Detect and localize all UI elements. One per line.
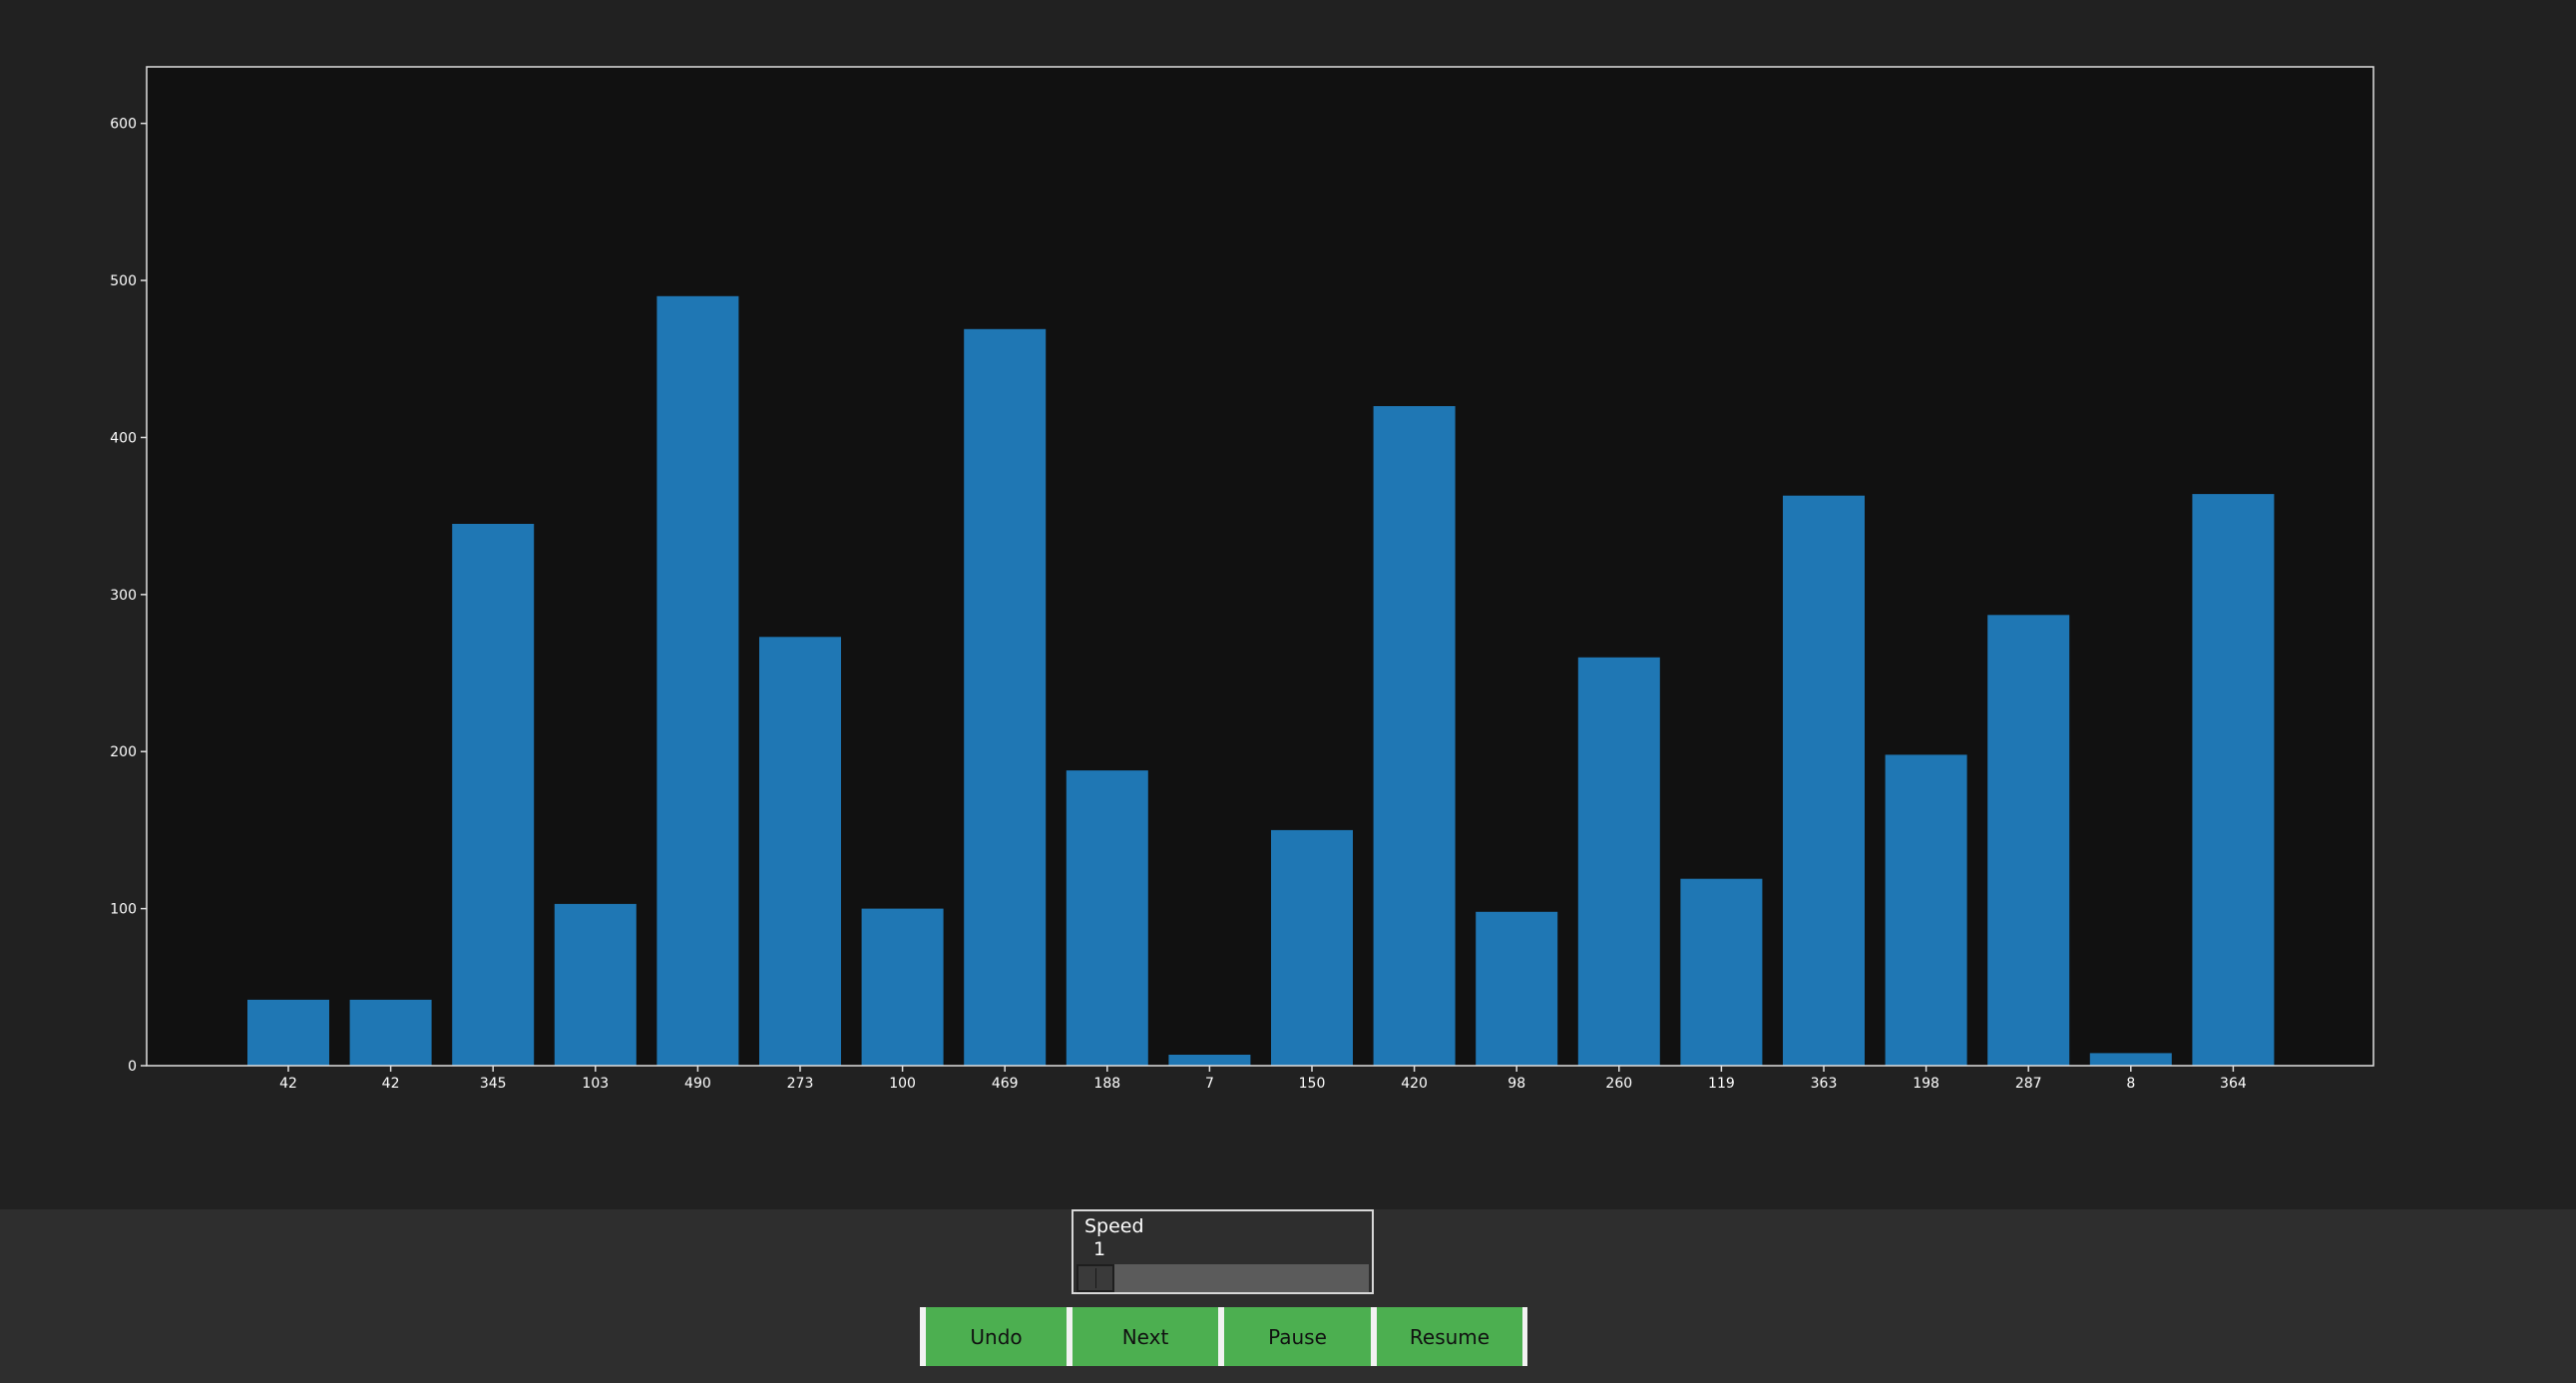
bar — [1271, 829, 1353, 1066]
bar — [2089, 1053, 2172, 1066]
resume-button[interactable]: Resume — [1371, 1307, 1522, 1366]
x-tick-label: 100 — [889, 1076, 916, 1092]
x-tick-label: 188 — [1093, 1076, 1120, 1092]
undo-button[interactable]: Undo — [920, 1307, 1067, 1366]
y-tick-label: 400 — [110, 430, 137, 446]
x-tick-label: 119 — [1708, 1076, 1735, 1092]
x-tick-label: 469 — [992, 1076, 1019, 1092]
y-tick-label: 500 — [110, 273, 137, 289]
x-tick-label: 363 — [1811, 1076, 1838, 1092]
x-tick-label: 198 — [1913, 1076, 1939, 1092]
x-tick-label: 8 — [2126, 1076, 2135, 1092]
x-tick-label: 490 — [684, 1076, 711, 1092]
y-tick-label: 100 — [110, 902, 137, 918]
x-tick-label: 345 — [480, 1076, 507, 1092]
chart-area: 0 100 200 300 400 500 600 42 42 345 103 490 273 100 4… — [110, 66, 2374, 1092]
bar — [1168, 1055, 1251, 1066]
bar — [861, 908, 944, 1066]
x-tick-label: 103 — [582, 1076, 609, 1092]
bar — [1476, 911, 1558, 1066]
speed-label: Speed — [1084, 1215, 1144, 1237]
bar — [247, 999, 329, 1066]
bar-chart: 0 100 200 300 400 500 600 42 42 345 103 490 273 100 4… — [110, 66, 2374, 1092]
y-tick-label: 200 — [110, 744, 137, 760]
y-tick-label: 600 — [110, 117, 137, 133]
bar — [554, 903, 637, 1066]
bar — [1987, 615, 2070, 1066]
pause-button[interactable]: Pause — [1218, 1307, 1371, 1366]
x-tick-label: 150 — [1299, 1076, 1326, 1092]
button-divider — [1522, 1307, 1527, 1366]
bar — [452, 524, 535, 1066]
next-button[interactable]: Next — [1067, 1307, 1218, 1366]
bar — [349, 999, 432, 1066]
bar — [1066, 770, 1148, 1066]
speed-slider-handle[interactable] — [1076, 1264, 1114, 1292]
bar — [656, 295, 739, 1066]
y-tick-label: 0 — [128, 1059, 137, 1075]
bar — [964, 328, 1047, 1066]
speed-value: 1 — [1093, 1238, 1106, 1260]
bar — [1783, 495, 1865, 1066]
bar — [2192, 494, 2275, 1067]
bar — [1373, 406, 1456, 1066]
x-tick-label: 273 — [787, 1076, 814, 1092]
x-tick-label: 42 — [382, 1076, 400, 1092]
bar — [1680, 878, 1763, 1066]
bar — [1577, 657, 1660, 1066]
speed-slider-box: Speed 1 — [1072, 1209, 1374, 1294]
x-tick-label: 287 — [2015, 1076, 2042, 1092]
x-tick-label: 260 — [1605, 1076, 1632, 1092]
bar — [759, 637, 841, 1066]
x-tick-label: 364 — [2220, 1076, 2247, 1092]
y-tick-label: 300 — [110, 588, 137, 604]
x-tick-label: 98 — [1507, 1076, 1525, 1092]
x-tick-label: 42 — [279, 1076, 297, 1092]
x-tick-label: 420 — [1401, 1076, 1428, 1092]
bar — [1885, 754, 1967, 1066]
x-tick-label: 7 — [1205, 1076, 1214, 1092]
speed-slider-track[interactable] — [1076, 1264, 1369, 1292]
plot-frame — [146, 66, 2374, 1067]
